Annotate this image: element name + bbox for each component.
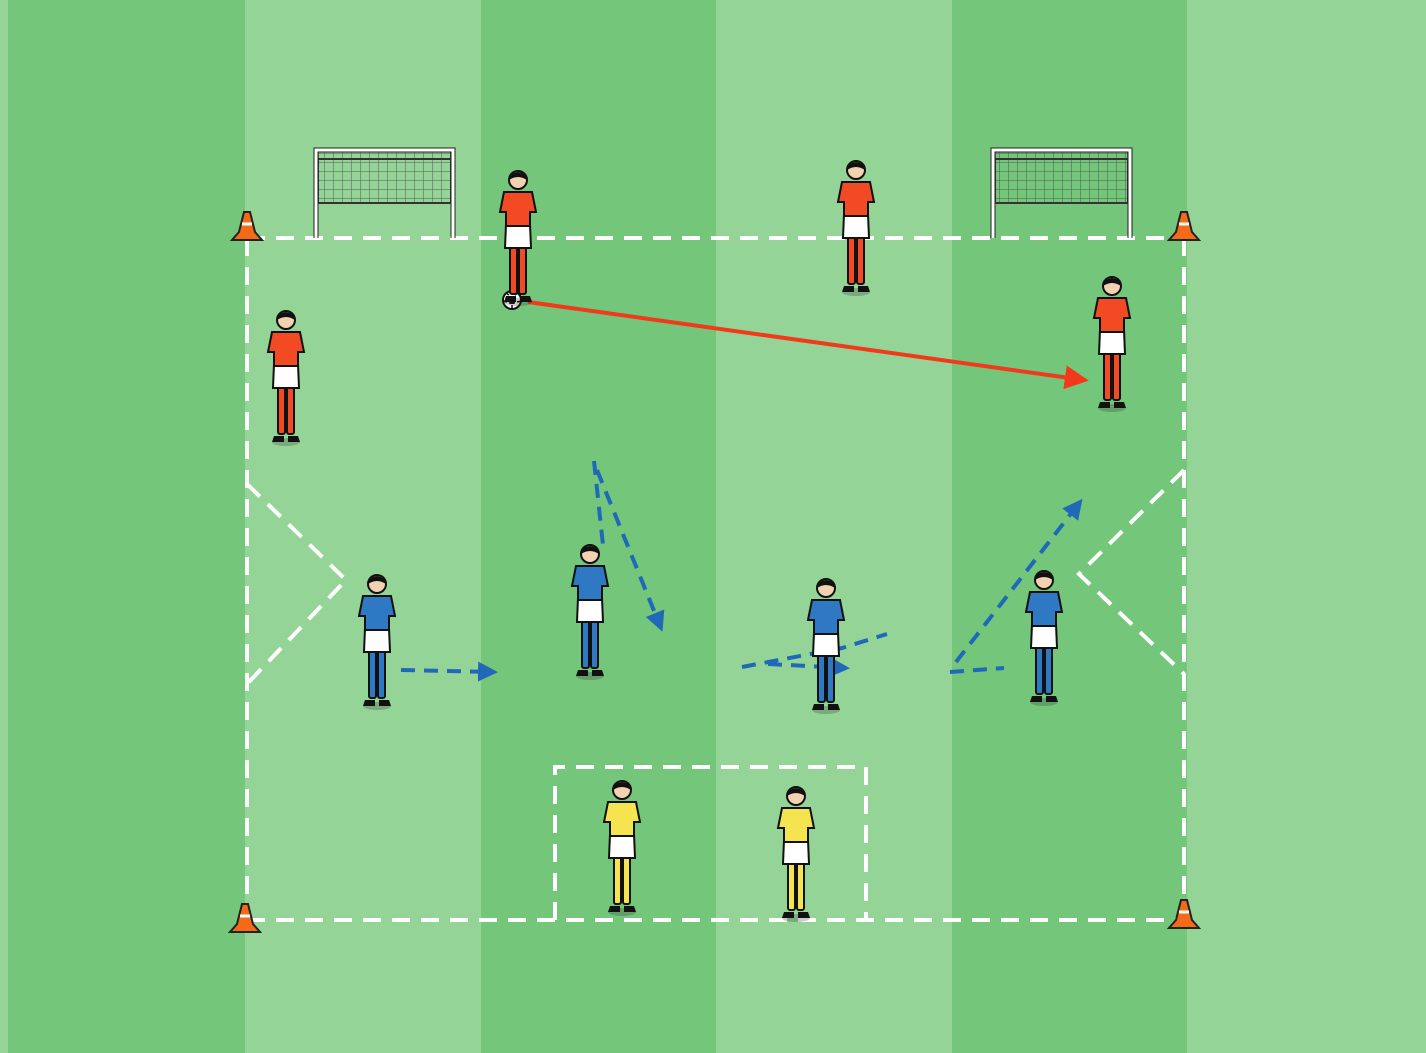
pass-arrow [527,300,1089,390]
cone-bottom-right [1166,899,1202,929]
cone-bottom-left [227,903,263,933]
goal-icon [990,147,1133,238]
cone-top-left [229,211,265,241]
cone-top-right [1166,211,1202,241]
cone-icon [229,211,265,241]
cone-icon [227,903,263,933]
run-arrow-3 [741,632,888,668]
goal-right [990,147,1133,238]
side-triangle-left [245,482,349,686]
run-arrows [400,460,1080,682]
side-triangle-right [1076,468,1186,676]
goal-icon [313,147,456,238]
field-boundary [245,236,1186,922]
cone-icon [1166,211,1202,241]
run-arrow-1 [400,661,498,682]
run-arrow-4 [949,502,1080,674]
cone-icon [1166,899,1202,929]
run-arrow-2 [592,460,661,628]
goal-left [313,147,456,238]
